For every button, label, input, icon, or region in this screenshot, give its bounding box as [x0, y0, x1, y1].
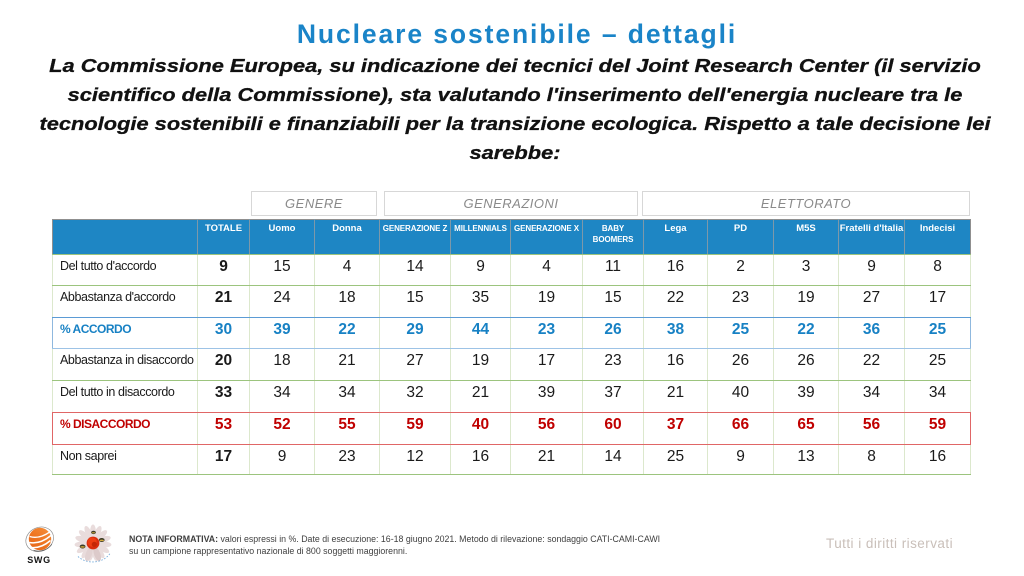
- svg-text:SWG: SWG: [27, 555, 51, 564]
